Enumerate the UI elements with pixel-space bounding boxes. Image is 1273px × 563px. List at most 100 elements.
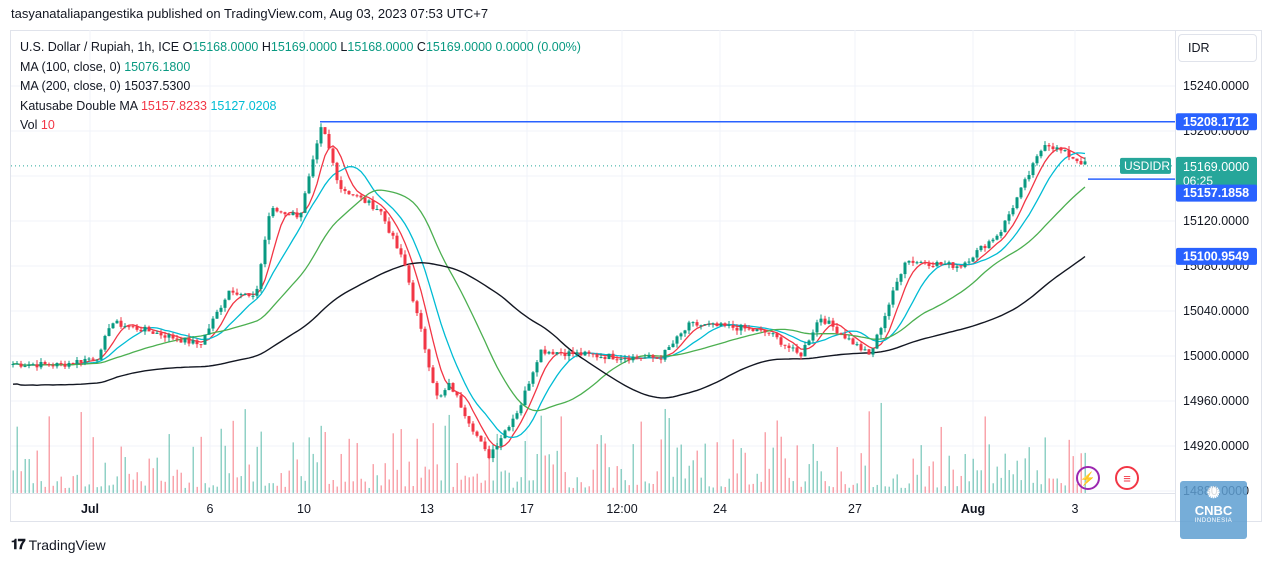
candle-body (427, 349, 431, 368)
volume-bar (624, 480, 626, 493)
volume-bar (932, 461, 934, 493)
volume-bar (920, 445, 922, 493)
candle-body (1059, 147, 1063, 151)
volume-bar (272, 483, 274, 493)
volume-bar (704, 443, 706, 493)
y-tick-label: 15120.0000 (1183, 214, 1249, 228)
legend-katusabe-row: Katusabe Double MA 15157.8233 15127.0208 (20, 97, 581, 117)
candle-body (539, 349, 543, 363)
candle-body (403, 254, 407, 266)
candle-body (831, 320, 835, 327)
candle-body (791, 347, 795, 349)
candle-body (519, 405, 523, 414)
volume-bar (1036, 470, 1038, 493)
volume-bar (216, 486, 218, 493)
lightning-icon[interactable]: ⚡ (1076, 466, 1100, 490)
volume-bar (916, 474, 918, 493)
candle-body (683, 330, 687, 334)
volume-bar (500, 471, 502, 493)
volume-bar (148, 458, 150, 493)
volume-bar (320, 425, 322, 493)
volume-bar (644, 481, 646, 493)
candle-body (327, 134, 331, 149)
candle-body (339, 180, 343, 190)
volume-bar (444, 425, 446, 493)
legend-ohlc-row: U.S. Dollar / Rupiah, 1h, ICE O15168.000… (20, 38, 581, 58)
candle-body (1079, 161, 1083, 165)
candle-body (431, 367, 435, 383)
volume-bar (120, 446, 122, 493)
volume-bar (684, 478, 686, 493)
ma200-line (12, 255, 1086, 399)
volume-bar (492, 480, 494, 493)
volume-bar (484, 480, 486, 493)
volume-bar (56, 481, 58, 493)
volume-bar (116, 476, 118, 493)
legend-high-label: H (261, 40, 271, 54)
volume-bar (236, 477, 238, 493)
volume-bar (416, 438, 418, 493)
volume-bar (964, 454, 966, 493)
horizontal-line (11, 121, 1175, 180)
volume-bar (384, 463, 386, 493)
candle-body (47, 364, 51, 366)
us-flag-icon[interactable]: ≡ (1115, 466, 1139, 490)
candle-body (139, 329, 143, 332)
volume-bar (68, 487, 70, 493)
candle-body (983, 245, 987, 249)
volume-bar (936, 487, 938, 493)
candle-body (179, 339, 183, 343)
volume-bar (480, 482, 482, 493)
legend-close-value: 15169.0000 (425, 40, 492, 54)
candle-body (715, 323, 719, 327)
candle-body (711, 323, 715, 325)
candle-body (127, 326, 131, 328)
legend-katusabe-value-1: 15157.8233 (140, 98, 207, 113)
volume-bar (308, 437, 310, 493)
candle-body (967, 261, 971, 263)
volume-bar (848, 487, 850, 493)
currency-button[interactable]: IDR (1178, 34, 1257, 62)
candle-body (311, 159, 315, 177)
volume-bar (608, 467, 610, 493)
volume-bar (592, 469, 594, 493)
volume-bar (368, 487, 370, 493)
candle-body (331, 148, 335, 163)
volume-bar (168, 434, 170, 493)
volume-bar (64, 487, 66, 493)
legend-ma100-label: MA (100, close, 0) (20, 59, 121, 74)
volume-bar (36, 450, 38, 493)
candle-body (39, 362, 43, 368)
volume-bar (868, 411, 870, 493)
tradingview-brand[interactable]: 𝟏𝟕 TradingView (11, 536, 106, 553)
volume-bar (1004, 453, 1006, 493)
volume-bar (772, 447, 774, 493)
volume-bar (264, 485, 266, 493)
watermark-name: CNBC (1194, 503, 1233, 518)
volume-bar (84, 486, 86, 493)
volume-bar (424, 466, 426, 493)
volume-bar (740, 448, 742, 493)
volume-bar (540, 415, 542, 493)
candle-body (211, 318, 215, 329)
candle-body (147, 326, 151, 332)
volume-bar (364, 481, 366, 493)
legend-low-value: 15168.0000 (347, 40, 414, 54)
volume-bar (208, 487, 210, 493)
candle-body (1027, 175, 1031, 180)
volume-bar (336, 486, 338, 493)
volume-bar (972, 458, 974, 493)
x-tick-label: 12:00 (606, 502, 637, 516)
volume-bar (1048, 478, 1050, 493)
candle-body (891, 290, 895, 305)
volume-bar (192, 446, 194, 493)
volume-bar (76, 474, 78, 493)
cnbc-watermark: ✺ CNBC INDONESIA (1180, 481, 1247, 539)
volume-bar (140, 481, 142, 493)
x-tick-label: 10 (297, 502, 311, 516)
volume-bar (176, 469, 178, 493)
volume-bar (464, 475, 466, 493)
candle-body (855, 344, 859, 346)
candle-body (31, 364, 35, 366)
